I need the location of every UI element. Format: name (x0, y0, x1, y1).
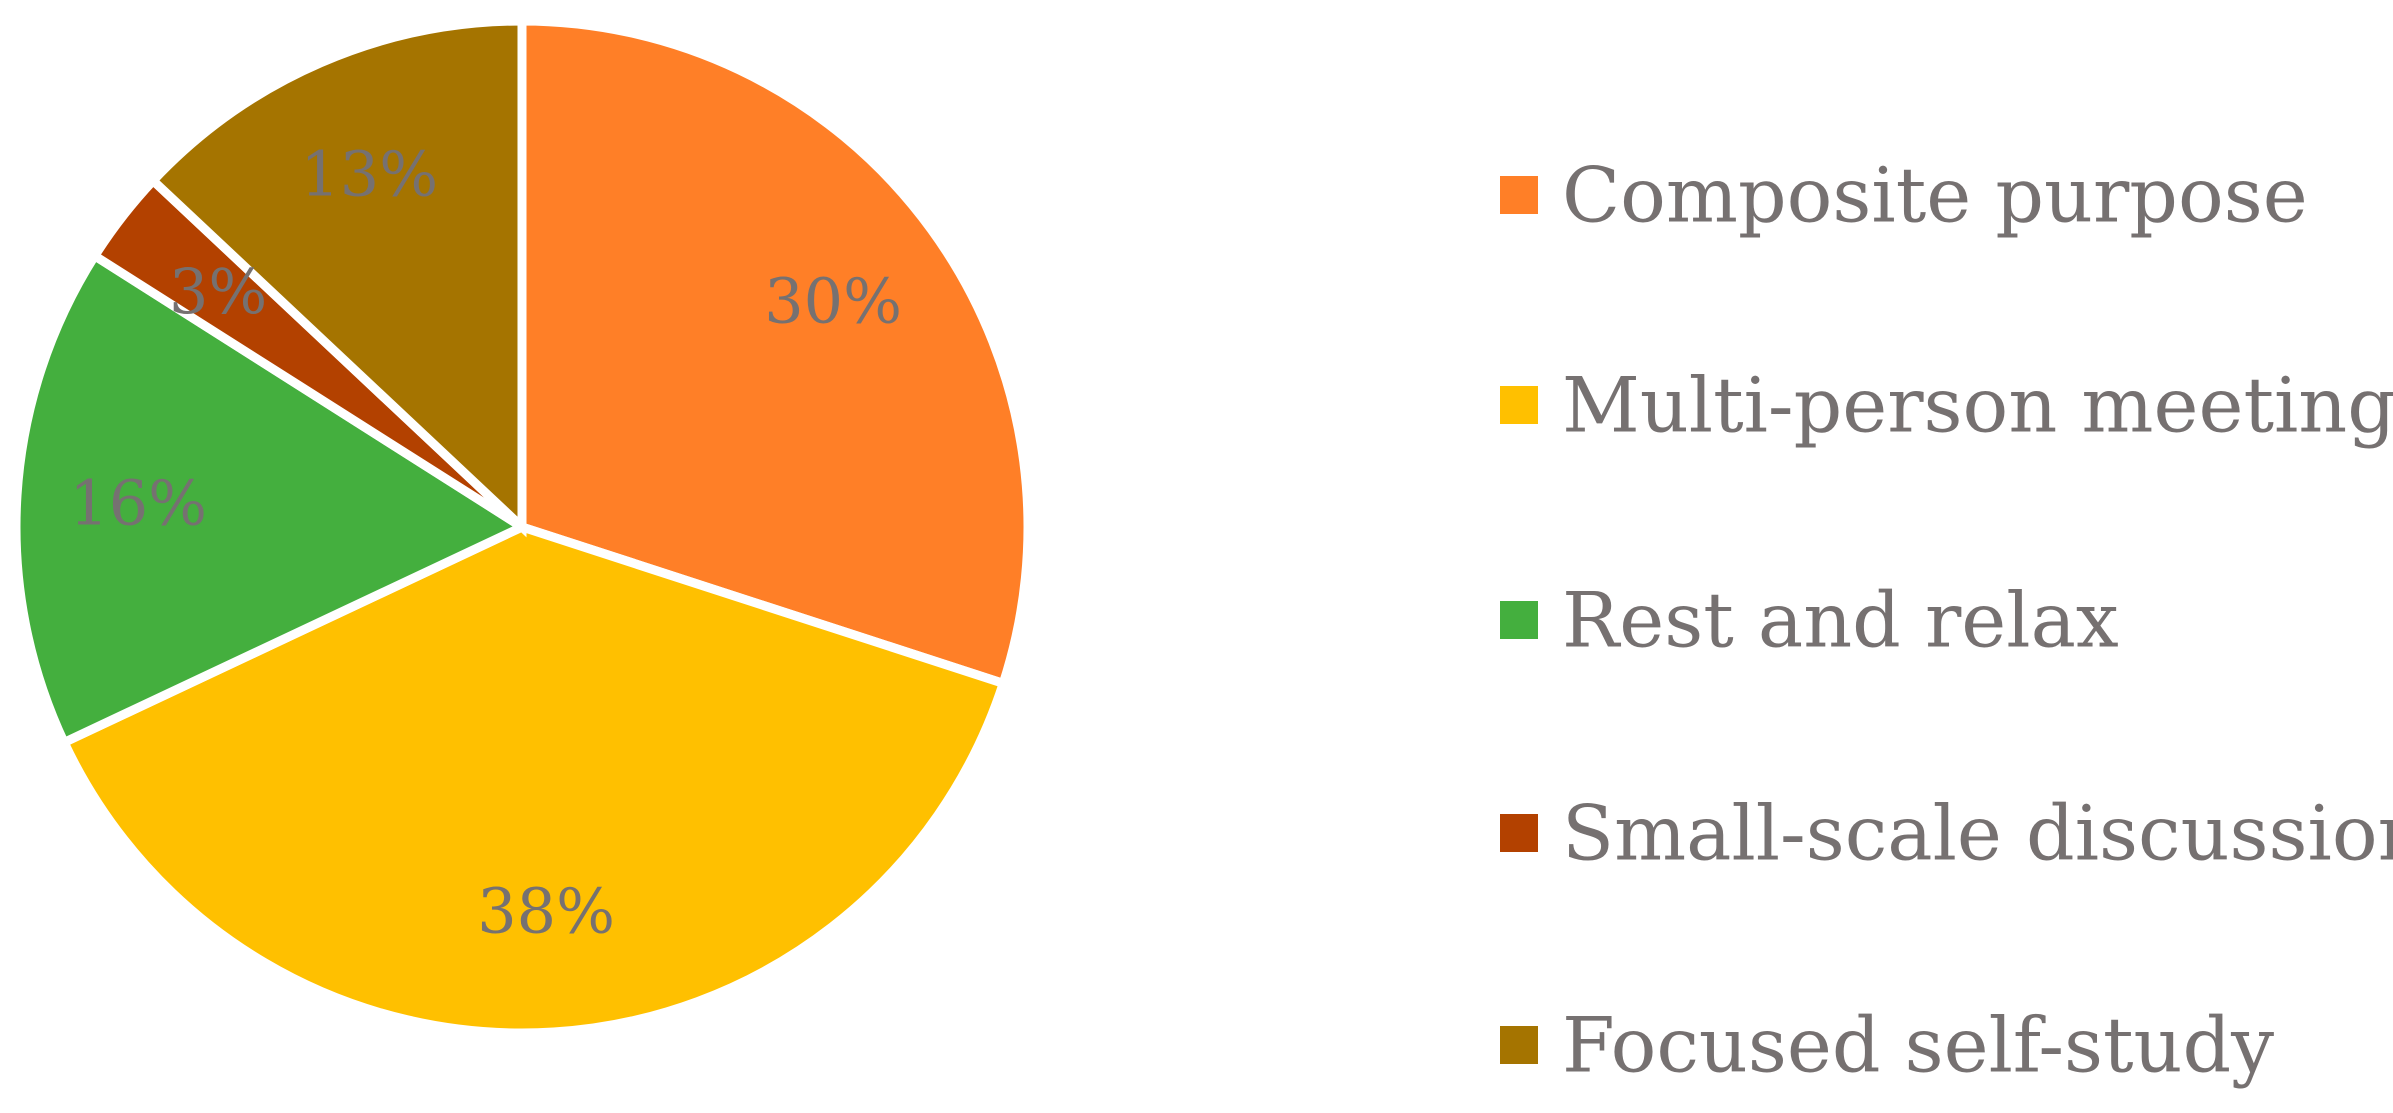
legend-label-small-scale-discussion: Small-scale discussion (1562, 789, 2393, 878)
legend-swatch-multi-person-meeting (1500, 386, 1538, 424)
legend-item-composite-purpose: Composite purpose (1500, 151, 2308, 240)
pie-slice-multi-person-meeting (58, 522, 1009, 1038)
legend-swatch-rest-and-relax (1500, 601, 1538, 639)
pie-data-labels: 30% 38% 16% 3% 13% (69, 138, 902, 948)
data-label-focused-self-study: 13% (300, 138, 438, 211)
legend-item-focused-self-study: Focused self-study (1500, 1001, 2274, 1090)
legend-swatch-composite-purpose (1500, 176, 1538, 214)
pie-slices (11, 16, 1033, 1038)
legend: Composite purpose Multi-person meeting Res… (1500, 151, 2393, 1090)
pie-slice-composite-purpose (517, 16, 1033, 690)
legend-label-multi-person-meeting: Multi-person meeting (1562, 361, 2393, 450)
pie-slice-rest-and-relax (11, 249, 532, 749)
data-label-multi-person-meeting: 38% (477, 874, 615, 947)
legend-swatch-focused-self-study (1500, 1026, 1538, 1064)
legend-label-focused-self-study: Focused self-study (1562, 1001, 2274, 1090)
legend-swatch-small-scale-discussion (1500, 814, 1538, 852)
data-label-small-scale-discussion: 3% (169, 255, 267, 328)
legend-label-rest-and-relax: Rest and relax (1562, 576, 2119, 665)
data-label-rest-and-relax: 16% (69, 466, 207, 539)
legend-label-composite-purpose: Composite purpose (1562, 151, 2308, 240)
legend-item-rest-and-relax: Rest and relax (1500, 576, 2119, 665)
data-label-composite-purpose: 30% (764, 264, 902, 337)
legend-item-multi-person-meeting: Multi-person meeting (1500, 361, 2393, 450)
legend-item-small-scale-discussion: Small-scale discussion (1500, 789, 2393, 878)
pie-slice-focused-self-study (146, 16, 527, 538)
